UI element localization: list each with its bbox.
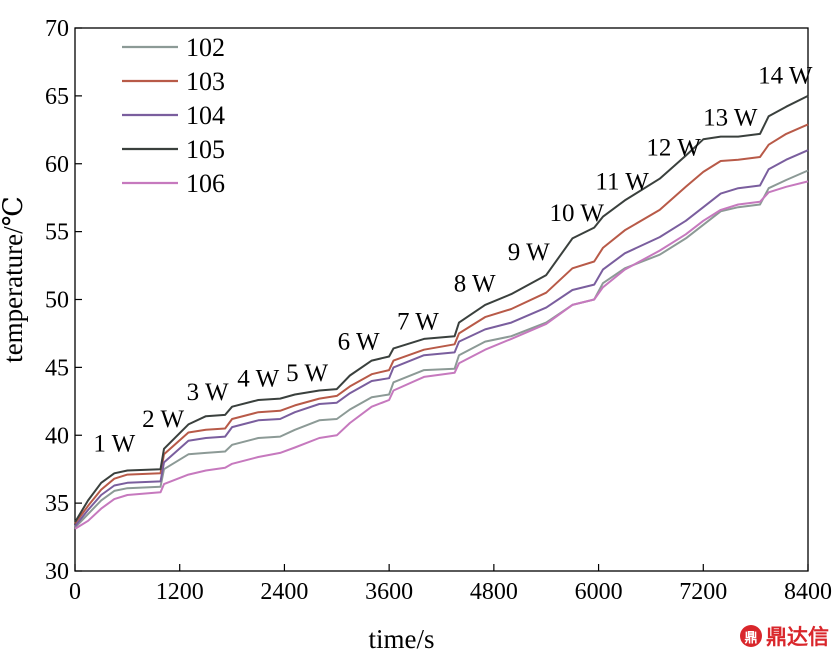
series-line-102 bbox=[74, 169, 809, 529]
legend-label-106: 106 bbox=[186, 169, 225, 198]
x-tick-label: 2400 bbox=[260, 579, 308, 605]
legend-label-103: 103 bbox=[186, 67, 225, 96]
legend-label-102: 102 bbox=[186, 33, 225, 62]
power-annotation: 3 W bbox=[187, 379, 229, 406]
watermark-text: 鼎达信 bbox=[766, 625, 829, 649]
y-tick-label: 40 bbox=[45, 423, 69, 449]
watermark-icon: 鼎 bbox=[740, 625, 762, 647]
power-annotation: 4 W bbox=[237, 365, 279, 392]
series-line-104 bbox=[74, 149, 809, 527]
y-axis-label: temperature/℃ bbox=[0, 196, 28, 363]
series-line-105 bbox=[74, 95, 809, 523]
x-tick-label: 6000 bbox=[575, 579, 623, 605]
power-annotation: 5 W bbox=[286, 360, 328, 387]
power-annotation: 12 W bbox=[646, 135, 701, 162]
power-annotation: 14 W bbox=[758, 63, 813, 90]
y-tick-label: 70 bbox=[45, 16, 69, 42]
power-annotation: 11 W bbox=[595, 169, 649, 196]
power-annotation: 10 W bbox=[550, 200, 605, 227]
x-tick-label: 4800 bbox=[470, 579, 518, 605]
x-tick-label: 8400 bbox=[784, 579, 832, 605]
y-tick-label: 65 bbox=[45, 84, 69, 110]
plot-frame bbox=[74, 27, 809, 572]
power-annotation: 13 W bbox=[703, 105, 758, 132]
x-tick-label: 7200 bbox=[679, 579, 727, 605]
y-tick-label: 45 bbox=[45, 355, 69, 381]
x-tick-label: 1200 bbox=[156, 579, 204, 605]
y-tick-label: 30 bbox=[45, 559, 69, 585]
x-tick-label: 0 bbox=[69, 579, 81, 605]
power-annotation: 6 W bbox=[338, 329, 380, 356]
y-tick-label: 60 bbox=[45, 152, 69, 178]
power-annotation: 1 W bbox=[93, 431, 135, 458]
y-tick-label: 55 bbox=[45, 220, 69, 246]
series-line-103 bbox=[74, 123, 809, 525]
y-tick-label: 35 bbox=[45, 491, 69, 517]
power-annotation: 9 W bbox=[508, 239, 550, 266]
series-line-106 bbox=[74, 180, 809, 530]
power-annotation: 7 W bbox=[397, 308, 439, 335]
y-tick-label: 50 bbox=[45, 288, 69, 314]
x-axis-label: time/s bbox=[369, 624, 435, 654]
legend-label-104: 104 bbox=[186, 101, 225, 130]
watermark-logo: 鼎 鼎达信 bbox=[740, 621, 829, 651]
power-annotation: 8 W bbox=[454, 270, 496, 297]
legend-label-105: 105 bbox=[186, 135, 225, 164]
power-annotation: 2 W bbox=[142, 406, 184, 433]
x-tick-label: 3600 bbox=[365, 579, 413, 605]
